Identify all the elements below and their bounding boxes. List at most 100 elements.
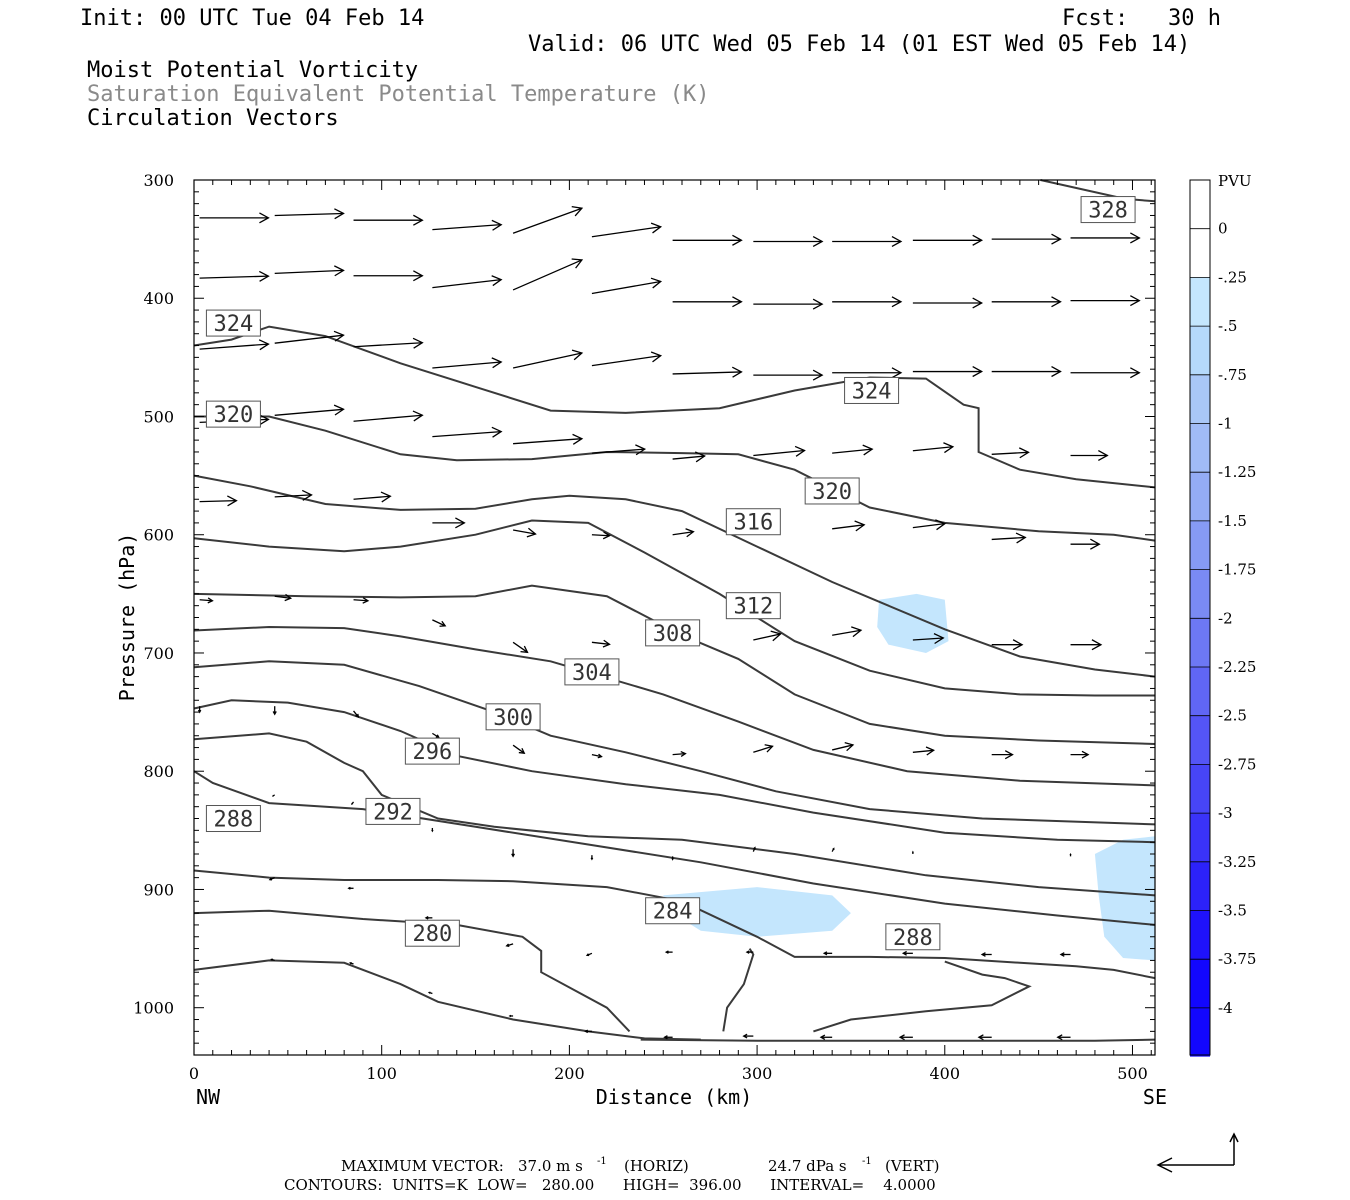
circulation-vector: [912, 366, 984, 378]
pv-colorbar: 0 -.25 -.5 -.75 -1 -1.25 -1.5 -1.75 -2 -2.25 -2.5 -…: [1189, 179, 1256, 1057]
colorbar-swatch: [1190, 423, 1210, 473]
circulation-vector: [508, 1014, 514, 1018]
circulation-vector: [1070, 367, 1141, 379]
circulation-vector: [980, 952, 992, 957]
circulation-vector: [1056, 1034, 1071, 1041]
colorbar-label: -1.5: [1218, 512, 1247, 530]
colorbar-label: -1.75: [1218, 561, 1256, 579]
circulation-vector: [1059, 952, 1071, 957]
y-tick-label: 1000: [133, 999, 174, 1018]
theta-e-contour-312: [193, 519, 1155, 697]
contour-label-text: 280: [412, 922, 452, 947]
circulation-vector: [991, 532, 1027, 544]
contour-label: 320: [205, 400, 261, 428]
contour-label: 280: [404, 919, 460, 947]
contour-label-text: 292: [373, 800, 413, 825]
contour-label-text: 308: [653, 622, 693, 647]
circulation-vector: [511, 849, 515, 858]
y-tick-label: 500: [143, 407, 174, 426]
circulation-vector: [274, 208, 345, 220]
circulation-vector: [912, 234, 984, 246]
theta-e-contour-284: [193, 869, 1156, 980]
circulation-vector: [197, 706, 202, 714]
circulation-vector: [753, 369, 824, 381]
circulation-vector: [672, 366, 743, 378]
x-left-end-label: NW: [196, 1085, 221, 1109]
circulation-vector: [432, 619, 447, 627]
axis-ticks: 300 400 500 600 700 800 900 1000 0 100 200 300 400 50…: [133, 171, 1155, 1083]
field-title-pv: Moist Potential Vorticity: [87, 58, 418, 83]
colorbar-label: -2: [1218, 609, 1233, 627]
circulation-vector: [431, 827, 434, 833]
colorbar-swatch: [1190, 374, 1210, 424]
colorbar-label: -.5: [1218, 317, 1237, 335]
colorbar-swatch: [1190, 861, 1210, 911]
circulation-vector: [512, 205, 584, 234]
circulation-vector: [432, 275, 503, 289]
colorbar-swatch: [1190, 667, 1210, 716]
x-tick-label: 0: [189, 1064, 199, 1083]
circulation-vector: [432, 732, 440, 739]
colorbar-label: -2.25: [1218, 658, 1256, 676]
contour-label-text: 296: [412, 740, 452, 765]
contour-info: CONTOURS: UNITS=K LOW= 280.00 HIGH= 396.…: [284, 1176, 936, 1194]
colorbar-label: -1.25: [1218, 463, 1256, 481]
colorbar-swatch: [1190, 228, 1210, 278]
circulation-vector: [353, 710, 360, 718]
theta-e-contour-296: [193, 699, 1156, 844]
colorbar-swatch: [1190, 569, 1210, 619]
vert-unit: (VERT): [885, 1157, 940, 1175]
horiz-exponent: -1: [597, 1156, 607, 1167]
contour-label: 324: [844, 376, 900, 404]
theta-e-contour-324: [193, 325, 1156, 489]
theta-e-contours: [193, 179, 1156, 1042]
circulation-vector: [991, 366, 1062, 378]
contour-label-text: 324: [214, 312, 254, 337]
circulation-vector: [512, 349, 584, 369]
circulation-vector: [353, 491, 392, 503]
contour-label-text: 316: [733, 511, 773, 536]
contour-label-text: 304: [572, 661, 612, 686]
circulation-vector: [753, 445, 806, 457]
circulation-vector: [268, 877, 275, 881]
circulation-vector: [424, 916, 433, 920]
circulation-vector: [671, 856, 674, 861]
circulation-vector: [349, 962, 354, 965]
colorbar-frame: [1189, 179, 1211, 1056]
pv-region: [1038, 534, 1114, 545]
circulation-vector: [199, 495, 238, 507]
contour-labels: 328 324 324 320 320 316 312 308 304 300 296 292 288 2…: [205, 196, 1136, 951]
circulation-vector: [512, 527, 537, 538]
field-title-vectors: Circulation Vectors: [87, 106, 339, 131]
y-tick-label: 800: [143, 762, 174, 781]
theta-e-contour-316: [193, 474, 1156, 678]
circulation-vector: [832, 742, 855, 752]
circulation-vector: [753, 630, 782, 642]
circulation-vector: [585, 952, 593, 957]
circulation-vector: [672, 528, 695, 538]
reference-vector-icon: [1156, 1132, 1239, 1173]
circulation-vector: [591, 639, 611, 648]
contour-label-text: 288: [893, 926, 933, 951]
circulation-vector: [832, 367, 903, 379]
colorbar-label: 0: [1218, 220, 1228, 238]
contour-label: 300: [485, 703, 541, 731]
circulation-vector: [432, 517, 466, 529]
circulation-vector: [513, 433, 584, 445]
colorbar-label: -.25: [1218, 268, 1247, 286]
contour-label: 320: [804, 477, 860, 505]
circulation-vector: [753, 235, 824, 248]
circulation-vector: [912, 297, 984, 309]
contour-label: 296: [404, 737, 460, 765]
circulation-vector: [199, 212, 270, 224]
x-tick-label: 100: [366, 1064, 397, 1083]
colorbar-swatch: [1190, 715, 1210, 765]
contour-label-text: 320: [812, 480, 852, 505]
contour-label-text: 328: [1088, 199, 1128, 224]
colorbar-swatch: [1190, 618, 1210, 667]
circulation-vector: [977, 1034, 992, 1041]
contour-label: 288: [205, 805, 261, 833]
circulation-vector: [912, 633, 945, 645]
circulation-vector: [832, 520, 866, 532]
colorbar-swatch: [1190, 813, 1210, 862]
